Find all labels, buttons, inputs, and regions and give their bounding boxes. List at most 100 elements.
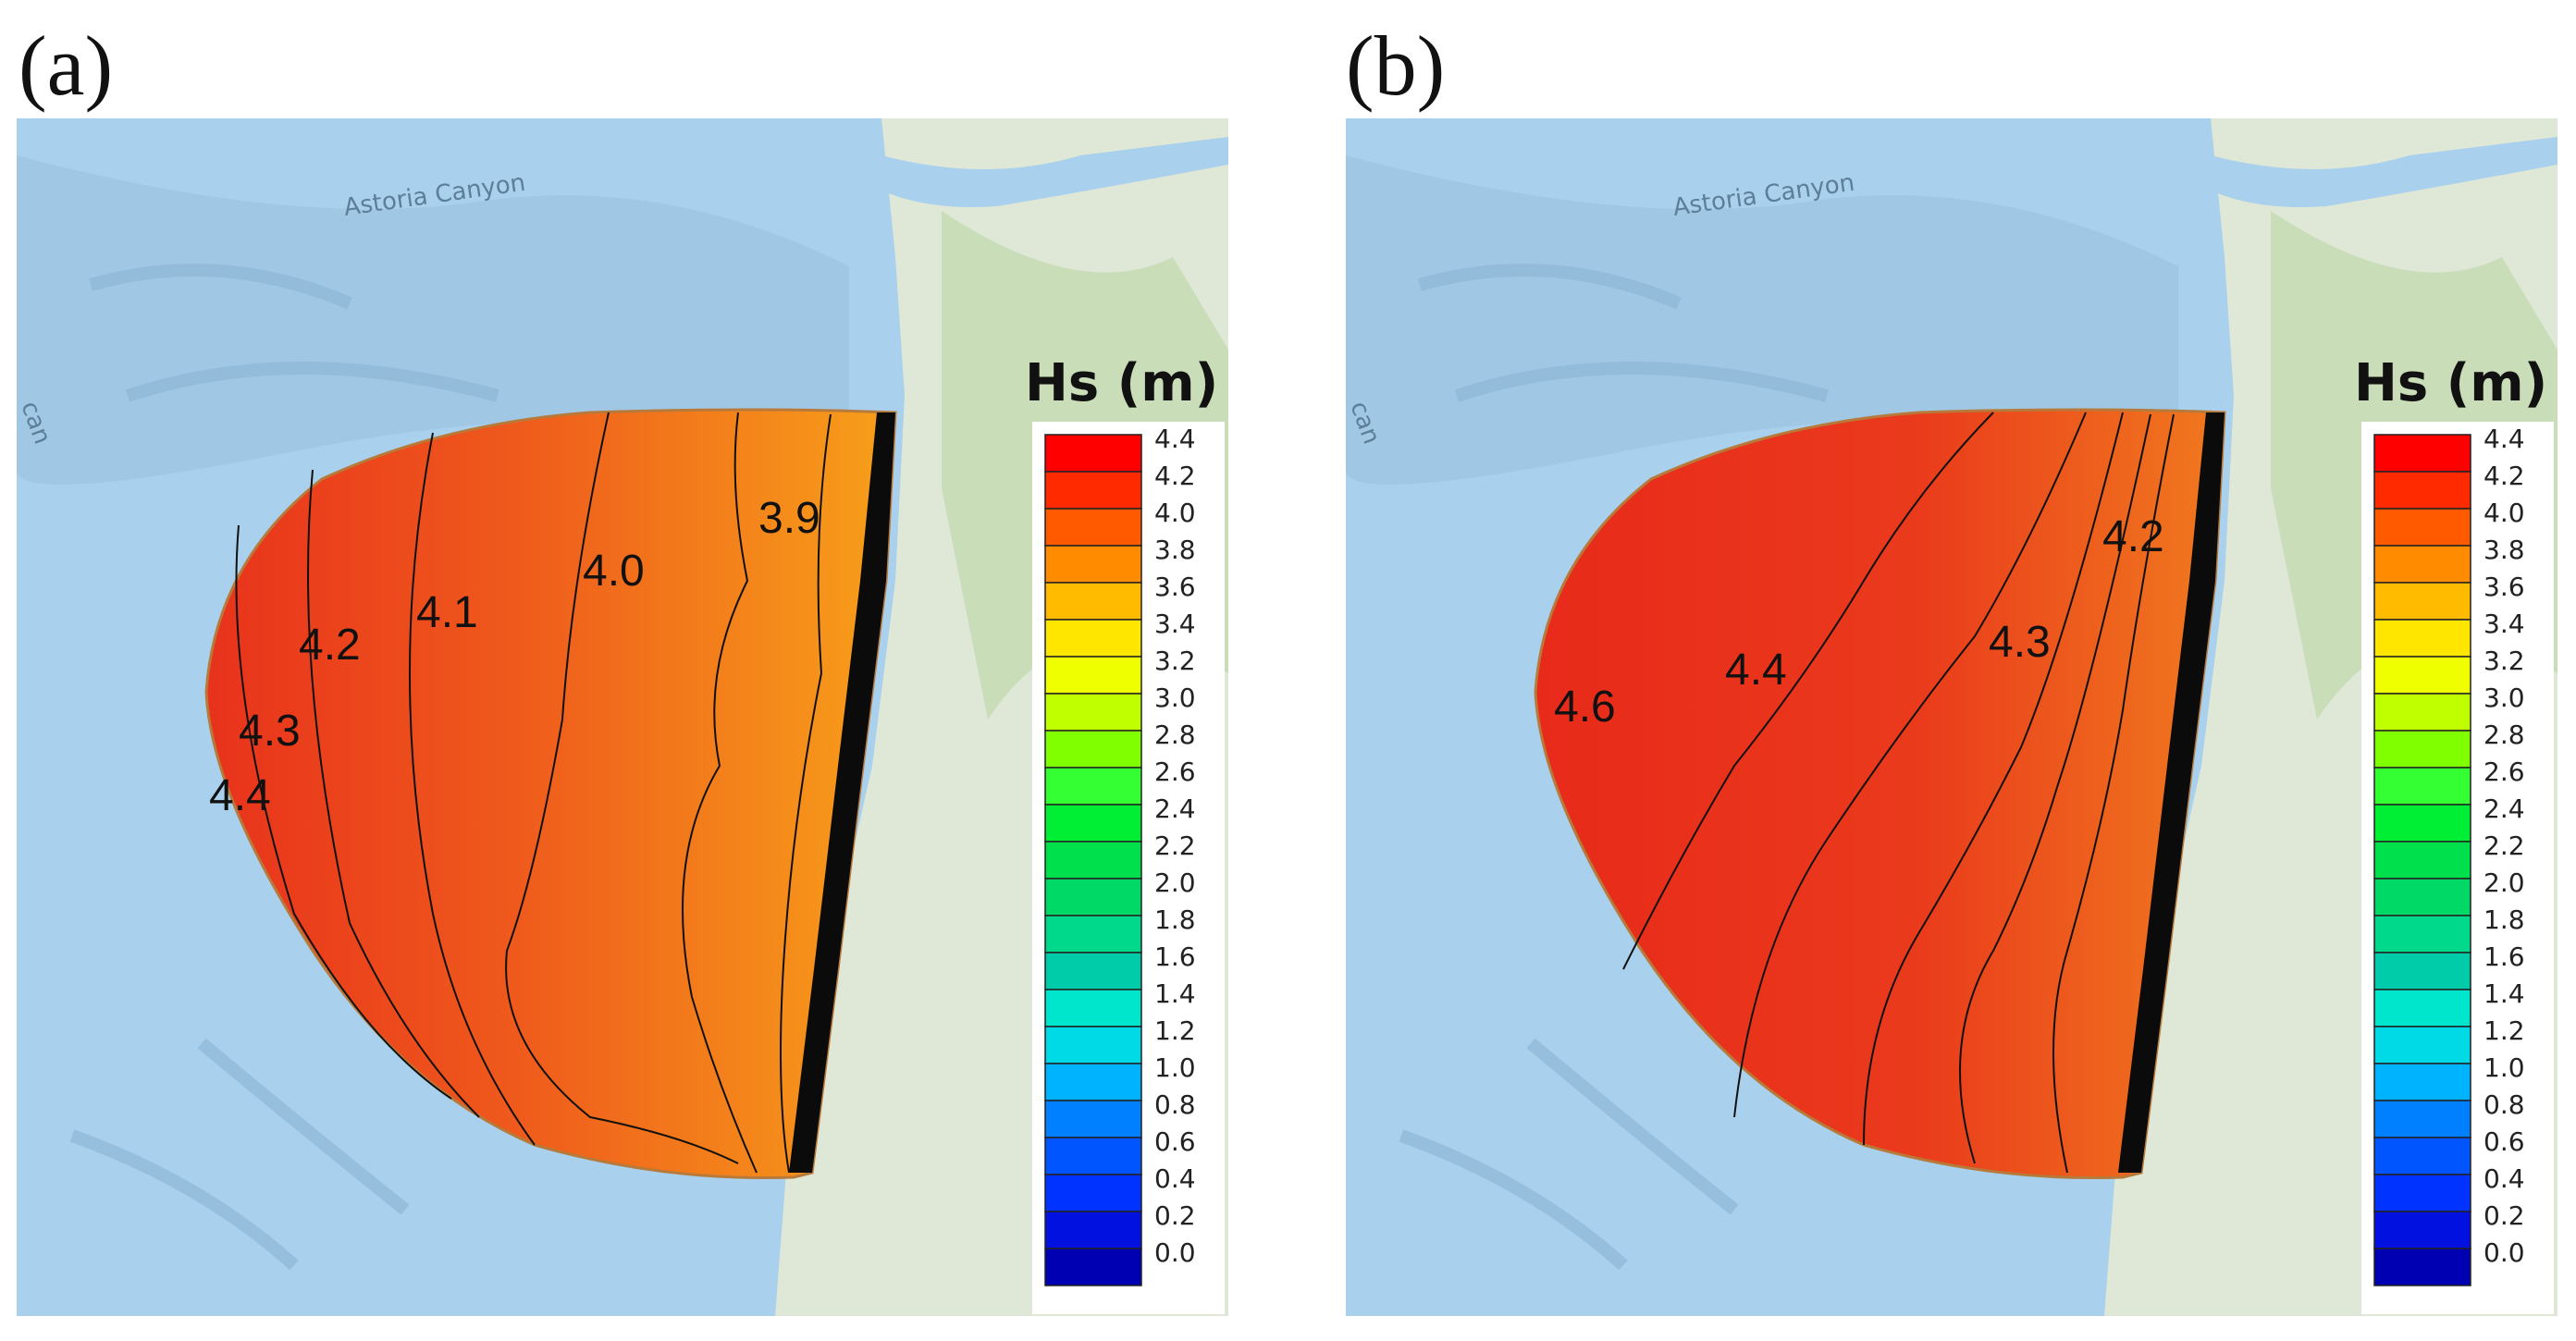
legend-tick-label: 3.6: [1154, 572, 1196, 602]
legend-swatch: [1044, 434, 1142, 473]
legend-tick-label: 4.4: [2484, 424, 2525, 454]
panel-a-letter: (a): [18, 18, 114, 113]
legend-tick-label: 1.0: [2484, 1052, 2525, 1083]
legend-swatch: [2373, 619, 2471, 658]
legend-tick-label: 0.6: [2484, 1126, 2525, 1157]
contour-label: 4.4: [209, 771, 271, 820]
legend-swatch: [2373, 1026, 2471, 1064]
legend-swatch: [2373, 730, 2471, 769]
river-estuary: [2211, 137, 2558, 207]
legend-swatch: [1044, 767, 1142, 806]
legend-swatch: [2373, 952, 2471, 990]
legend-swatch: [2373, 508, 2471, 547]
legend-swatch: [1044, 656, 1142, 695]
legend-swatch: [2373, 804, 2471, 843]
contour-lines: [1622, 412, 2175, 1174]
bathymetry-ridges: [69, 264, 499, 1271]
legend-swatch: [1044, 545, 1142, 584]
model-domain: [1534, 408, 2226, 1180]
legend-tick-label: 2.2: [1154, 830, 1196, 861]
legend-tick-label: 1.8: [2484, 904, 2525, 935]
legend-tick-label: 3.0: [1154, 683, 1196, 713]
legend-tick-label: 2.8: [2484, 720, 2525, 750]
legend-tick-label: 1.2: [1154, 1015, 1196, 1046]
legend-swatch: [1044, 1100, 1142, 1138]
legend-swatch: [2373, 545, 2471, 584]
legend-tick-label: 0.8: [2484, 1089, 2525, 1120]
model-domain: [204, 408, 897, 1180]
legend-swatch: [2373, 841, 2471, 880]
legend-tick-label: 0.6: [1154, 1126, 1196, 1157]
legend-title: Hs (m): [2354, 353, 2547, 413]
legend-tick-label: 0.0: [1154, 1237, 1196, 1268]
bathymetry-shading: [17, 155, 849, 485]
contour-label: 4.3: [1989, 618, 2051, 667]
legend-swatch: [2373, 656, 2471, 695]
legend-swatch: [2373, 878, 2471, 917]
legend-tick-label: 0.4: [2484, 1163, 2525, 1194]
legend-tick-label: 3.8: [1154, 535, 1196, 565]
legend-swatch: [2373, 989, 2471, 1027]
panel-b-letter: (b): [1346, 18, 1446, 113]
legend-swatch: [1044, 1137, 1142, 1175]
legend-swatch: [1044, 1026, 1142, 1064]
legend-tick-label: 1.4: [1154, 978, 1196, 1009]
legend-swatch: [2373, 1211, 2471, 1249]
legend-swatch: [2373, 767, 2471, 806]
contour-label: 4.2: [299, 621, 361, 670]
legend-swatch: [1044, 1211, 1142, 1249]
legend-swatch: [2373, 1100, 2471, 1138]
legend-swatch: [1044, 915, 1142, 953]
legend-swatch: [1044, 619, 1142, 658]
contour-label: 4.6: [1554, 683, 1616, 732]
contour-label: 4.3: [239, 707, 301, 756]
legend-tick-label: 2.0: [1154, 867, 1196, 898]
shoreline-dry-zone: [789, 412, 895, 1173]
legend-swatch: [1044, 508, 1142, 547]
legend-tick-label: 4.2: [1154, 461, 1196, 491]
legend-swatch: [1044, 841, 1142, 880]
legend-swatch: [1044, 989, 1142, 1027]
contour-label: 4.4: [1725, 646, 1787, 695]
legend-tick-label: 3.4: [2484, 609, 2525, 639]
legend-swatch: [1044, 1248, 1142, 1286]
bathymetry-ridges: [1399, 264, 1829, 1271]
legend-swatch: [1044, 730, 1142, 769]
panel-a-map: Astoria Canyon can 4.4 4.3 4.2 4.1 4.0 3…: [17, 118, 1228, 1316]
shoreline-dry-zone: [2118, 412, 2225, 1173]
legend-tick-label: 2.2: [2484, 830, 2525, 861]
contour-label: 4.2: [2102, 512, 2164, 561]
legend-swatch: [1044, 582, 1142, 621]
legend-tick-label: 3.6: [2484, 572, 2525, 602]
legend-swatch: [2373, 693, 2471, 732]
contour-lines: [235, 412, 832, 1174]
legend-title: Hs (m): [1025, 353, 1218, 413]
legend-tick-label: 1.0: [1154, 1052, 1196, 1083]
color-legend: 4.4 4.2 4.0 3.8 3.6 3.4 3.2 3.0 2.8 2.6 2.4 2.2 2.0 1…: [2361, 422, 2554, 1314]
legend-tick-label: 1.8: [1154, 904, 1196, 935]
legend-tick-label: 4.0: [2484, 498, 2525, 528]
legend-swatch: [2373, 1174, 2471, 1212]
legend-tick-label: 1.6: [2484, 941, 2525, 972]
legend-tick-label: 4.4: [1154, 424, 1196, 454]
legend-tick-label: 0.2: [2484, 1200, 2525, 1231]
legend-swatch: [1044, 693, 1142, 732]
river-estuary: [881, 137, 1228, 207]
legend-swatch: [2373, 434, 2471, 473]
legend-tick-label: 2.0: [2484, 867, 2525, 898]
legend-tick-label: 4.0: [1154, 498, 1196, 528]
legend-tick-label: 1.6: [1154, 941, 1196, 972]
legend-tick-label: 2.6: [2484, 757, 2525, 787]
legend-tick-label: 2.4: [2484, 794, 2525, 824]
legend-tick-label: 2.6: [1154, 757, 1196, 787]
contour-label: 3.9: [758, 494, 820, 543]
legend-swatch: [1044, 471, 1142, 510]
legend-swatch: [1044, 804, 1142, 843]
legend-tick-label: 0.0: [2484, 1237, 2525, 1268]
legend-swatch: [2373, 915, 2471, 953]
panel-b-map: Astoria Canyon can 4.6 4.4 4.3 4.2 Hs (m…: [1346, 118, 2558, 1316]
legend-tick-label: 0.8: [1154, 1089, 1196, 1120]
legend-tick-label: 3.2: [1154, 646, 1196, 676]
legend-tick-label: 1.4: [2484, 978, 2525, 1009]
legend-tick-label: 3.8: [2484, 535, 2525, 565]
